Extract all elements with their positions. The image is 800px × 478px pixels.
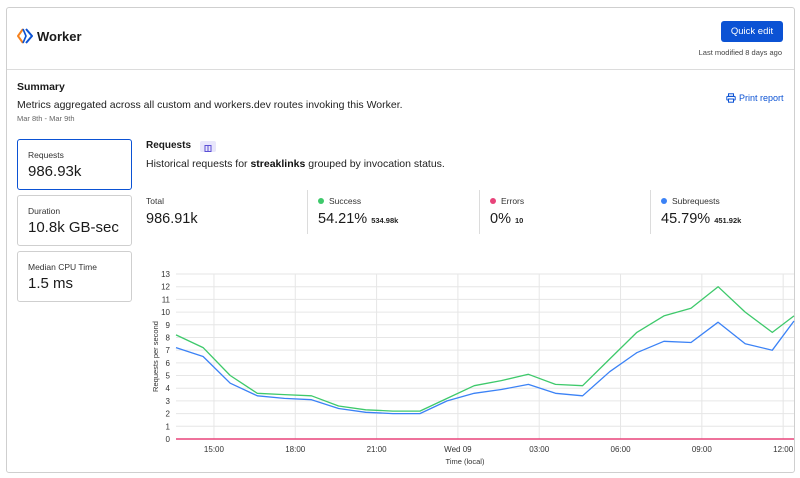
metric-label: Duration	[28, 206, 61, 216]
stat-errors: Errors 0% 10	[490, 192, 640, 232]
metric-card-duration[interactable]: Duration 10.8k GB-sec	[17, 195, 132, 246]
stat-label: Success	[318, 196, 361, 206]
y-tick-label: 2	[166, 410, 171, 419]
y-tick-label: 5	[166, 372, 171, 381]
metric-value: 10.8k GB-sec	[28, 219, 119, 236]
errors-dot-icon	[490, 198, 496, 204]
x-tick-label: 15:00	[204, 445, 225, 454]
stat-label-text: Total	[146, 196, 164, 206]
stat-subrequests: Subrequests 45.79% 451.92k	[661, 192, 791, 232]
stat-value-text: 54.21%	[318, 211, 368, 227]
divider	[650, 190, 651, 234]
metric-label: Median CPU Time	[28, 262, 97, 272]
page-title: Worker	[37, 29, 82, 44]
x-tick-label: Wed 09	[444, 445, 472, 454]
last-modified-text: Last modified 8 days ago	[698, 48, 782, 57]
divider	[479, 190, 480, 234]
worker-name: streaklinks	[250, 158, 306, 170]
printer-icon	[726, 93, 736, 103]
y-tick-label: 1	[166, 422, 171, 431]
stat-label: Errors	[490, 196, 524, 206]
y-tick-label: 11	[162, 295, 171, 304]
stat-label-text: Success	[329, 196, 362, 206]
requests-title: Requests	[146, 140, 192, 151]
metric-value: 986.93k	[28, 163, 82, 180]
summary-description: Metrics aggregated across all custom and…	[17, 99, 403, 111]
y-tick-label: 8	[166, 333, 171, 342]
y-tick-label: 10	[161, 308, 170, 317]
metric-card-median-cpu-time[interactable]: Median CPU Time 1.5 ms	[17, 251, 132, 302]
x-tick-label: 06:00	[611, 445, 632, 454]
y-tick-label: 7	[166, 346, 171, 355]
stat-success: Success 54.21% 534.98k	[318, 192, 468, 232]
stat-value: 0% 10	[490, 211, 523, 227]
x-tick-label: 12:00	[773, 445, 794, 454]
requests-desc-suffix: grouped by invocation status.	[305, 158, 445, 170]
x-tick-label: 03:00	[529, 445, 550, 454]
stat-value-text: 45.79%	[661, 211, 711, 227]
print-report-label: Print report	[739, 93, 784, 103]
y-tick-label: 0	[166, 435, 171, 444]
y-tick-label: 12	[161, 283, 170, 292]
stat-subvalue: 534.98k	[371, 216, 399, 225]
worker-icon	[17, 28, 33, 44]
stat-label-text: Subrequests	[672, 196, 720, 206]
y-tick-label: 9	[166, 321, 171, 330]
stat-value: 986.91k	[146, 211, 198, 227]
requests-desc-prefix: Historical requests for	[146, 158, 251, 170]
summary-title: Summary	[17, 81, 65, 93]
series-line-subrequests	[175, 320, 795, 415]
stat-value-text: 0%	[490, 211, 511, 227]
stat-value: 54.21% 534.98k	[318, 211, 398, 227]
stat-subvalue: 10	[514, 216, 524, 225]
date-range: Mar 8th - Mar 9th	[17, 114, 75, 123]
stat-value-text: 986.91k	[146, 211, 198, 227]
requests-description: Historical requests for streaklinks grou…	[146, 158, 445, 170]
x-tick-label: 18:00	[285, 445, 306, 454]
y-axis-label: Requests per second	[151, 321, 160, 392]
metric-label: Requests	[28, 150, 64, 160]
metric-value: 1.5 ms	[28, 275, 74, 292]
metric-card-requests[interactable]: Requests 986.93k	[17, 139, 132, 190]
header: Worker Quick edit Last modified 8 days a…	[7, 8, 794, 70]
stat-value: 45.79% 451.92k	[661, 211, 741, 227]
y-tick-label: 6	[166, 359, 171, 368]
stat-total: Total 986.91k	[146, 192, 296, 232]
print-report-link[interactable]: Print report	[726, 93, 784, 103]
worker-summary-card: Worker Quick edit Last modified 8 days a…	[6, 7, 795, 473]
x-tick-label: 09:00	[692, 445, 713, 454]
y-tick-label: 3	[166, 397, 171, 406]
success-dot-icon	[318, 198, 324, 204]
stat-label: Subrequests	[661, 196, 720, 206]
stat-label-text: Errors	[501, 196, 525, 206]
divider	[307, 190, 308, 234]
quick-edit-button[interactable]: Quick edit	[721, 21, 783, 42]
docs-icon[interactable]	[200, 141, 216, 152]
stat-subvalue: 451.92k	[714, 216, 742, 225]
x-tick-label: 21:00	[367, 445, 388, 454]
x-axis-label: Time (local)	[446, 457, 485, 466]
subrequests-dot-icon	[661, 198, 667, 204]
series-line-success	[175, 286, 795, 412]
stat-label: Total	[146, 196, 164, 206]
y-tick-label: 4	[166, 384, 171, 393]
y-tick-label: 13	[161, 270, 170, 279]
